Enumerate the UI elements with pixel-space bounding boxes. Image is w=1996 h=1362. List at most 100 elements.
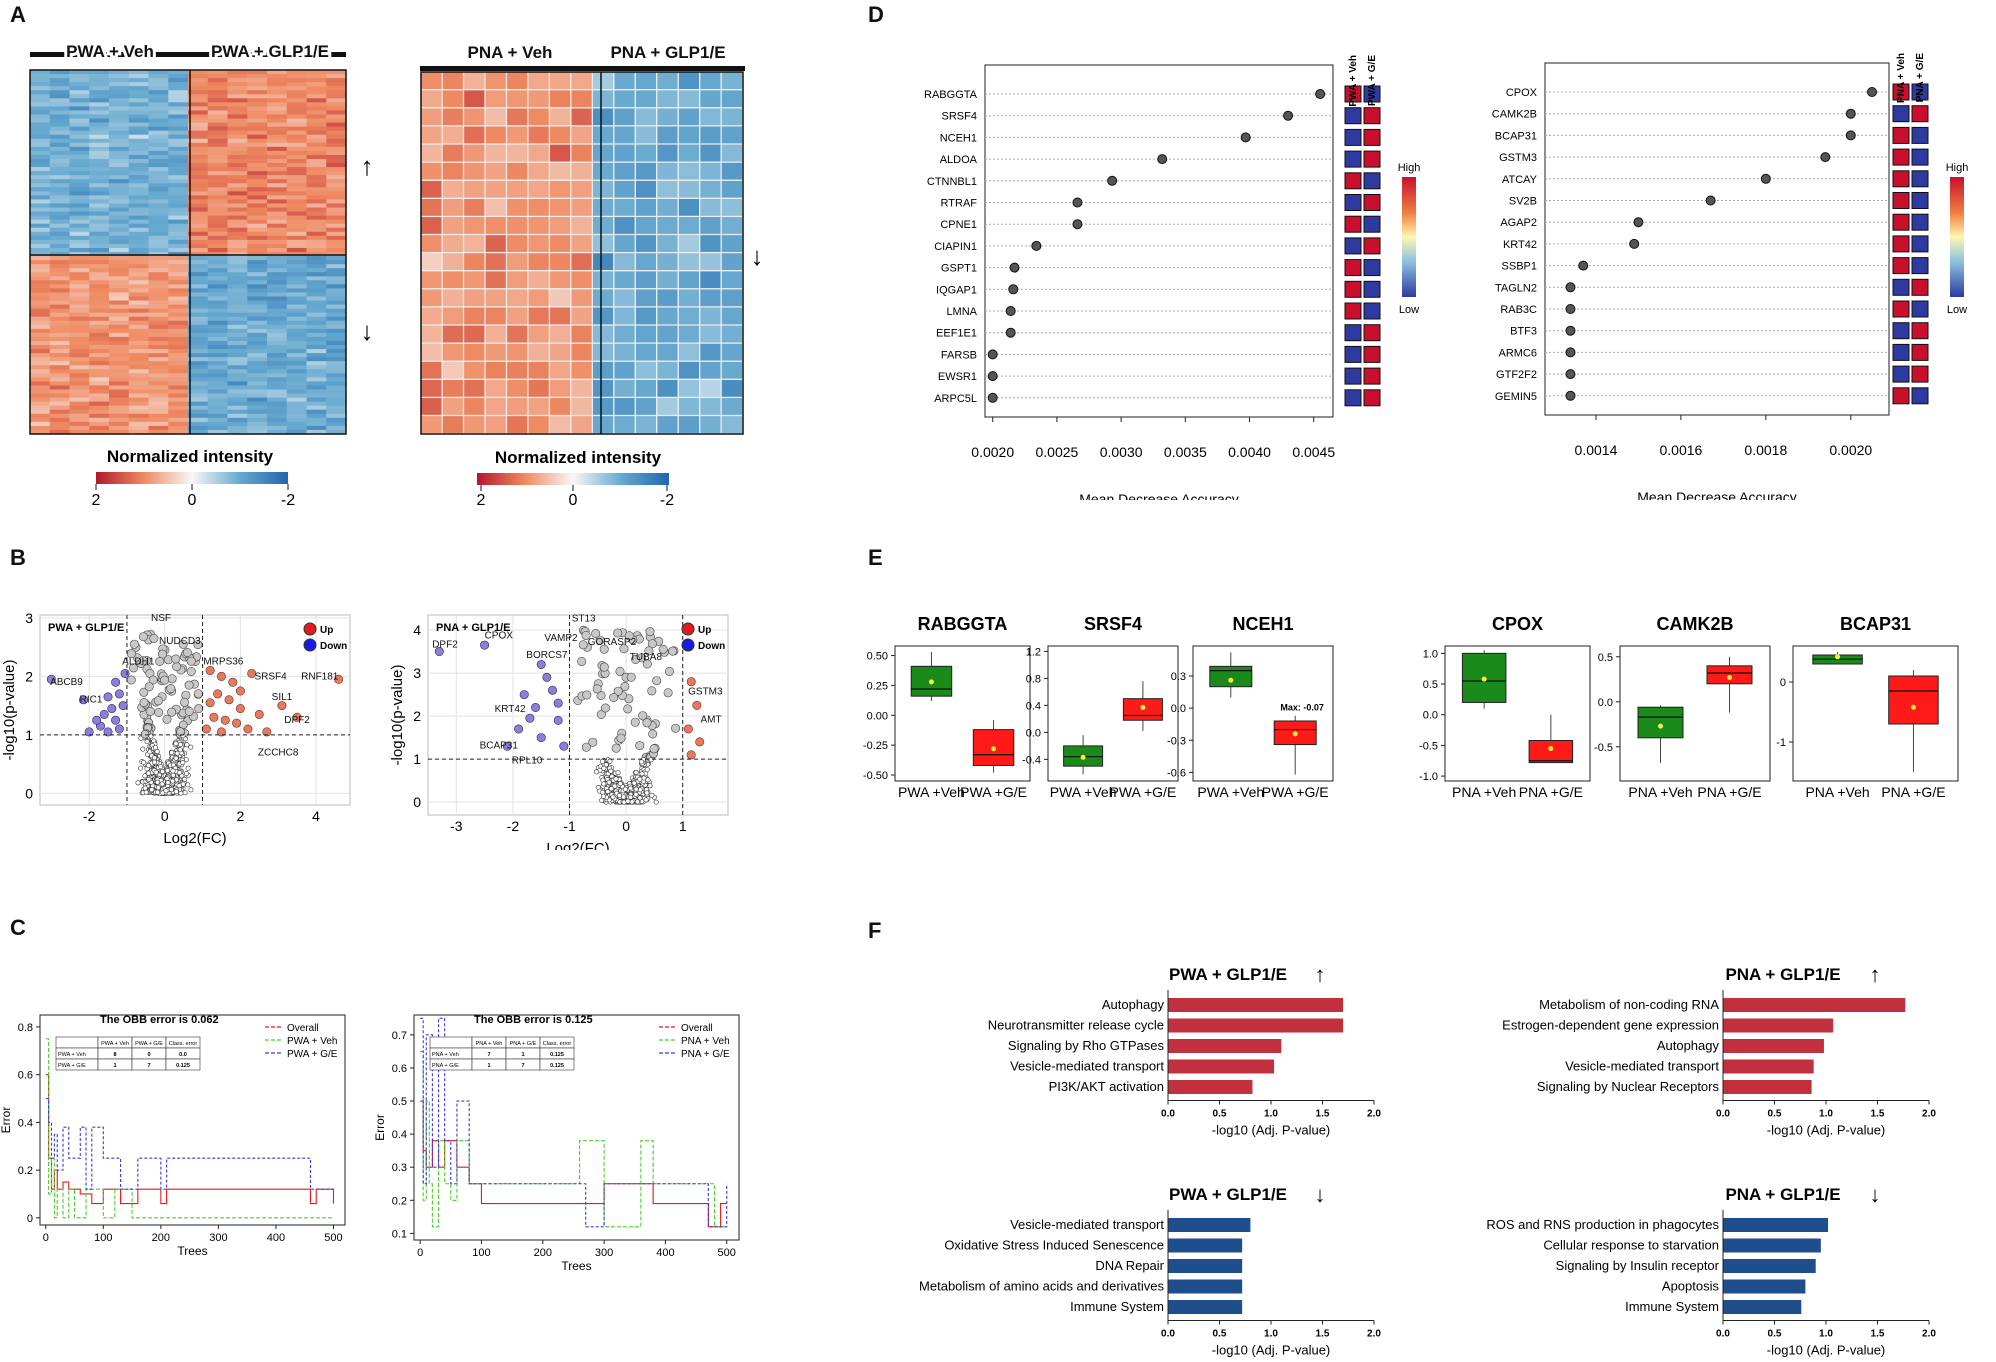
- gene-label: NCEH1: [940, 132, 977, 144]
- heatmap-cell: [678, 198, 700, 217]
- heatmap-cell: [89, 373, 110, 378]
- heatmap-cell: [109, 211, 130, 216]
- expression-tile: [1892, 343, 1910, 361]
- heatmap-cell: [442, 71, 464, 90]
- importance-colorbar: [1950, 177, 1964, 297]
- heatmap-cell: [109, 154, 130, 160]
- heatmap-cell: [227, 345, 248, 350]
- heatmap-cell: [326, 199, 347, 204]
- heatmap-cell: [128, 429, 149, 435]
- heatmap-cell: [678, 415, 700, 434]
- heatmap-left-group1: PWA + Veh: [66, 42, 154, 61]
- gene-label: KRT42: [495, 704, 526, 715]
- importance-point: [1565, 325, 1576, 336]
- heatmap-cell: [109, 425, 130, 431]
- data-point: [599, 644, 609, 654]
- y-tick-label: -1: [1776, 737, 1786, 749]
- expression-tile: [1363, 107, 1381, 125]
- box: [910, 665, 953, 697]
- heatmap-cell: [247, 207, 268, 212]
- heatmap-cell: [699, 325, 721, 343]
- heatmap-cell: [109, 353, 130, 358]
- heatmap-cell: [168, 150, 189, 156]
- data-point: [609, 693, 619, 703]
- heatmap-cell: [109, 296, 130, 301]
- heatmap-cell: [267, 183, 288, 188]
- data-point: [158, 764, 164, 770]
- heatmap-cell: [306, 296, 327, 301]
- heatmap-cell: [89, 154, 110, 160]
- heatmap-cell: [267, 312, 288, 318]
- heatmap-cell: [69, 381, 90, 386]
- heatmap-cell: [207, 203, 228, 208]
- data-point: [645, 777, 651, 783]
- heatmap-cell: [188, 158, 209, 164]
- heatmap-cell: [188, 118, 209, 123]
- heatmap-cell: [306, 179, 327, 184]
- heatmap-cell: [89, 369, 110, 374]
- x-axis-title: -log10 (Adj. P-value): [1212, 1343, 1331, 1358]
- heatmap-cell: [49, 369, 70, 374]
- heatmap-cell: [227, 231, 248, 237]
- heatmap-cell: [247, 369, 268, 374]
- heatmap-cell: [49, 284, 70, 289]
- heatmap-cell: [148, 280, 169, 285]
- importance-plot-pna: CPOXCAMK2BBCAP31GSTM3ATCAYSV2BAGAP2KRT42…: [1492, 53, 1969, 500]
- heatmap-cell: [635, 288, 657, 307]
- heatmap-cell: [227, 340, 248, 346]
- heatmap-cell: [247, 288, 268, 293]
- heatmap-cell: [30, 316, 51, 322]
- heatmap-cell: [109, 300, 130, 305]
- heatmap-cell: [420, 343, 442, 362]
- heatmap-cell: [168, 357, 189, 362]
- importance-point: [1565, 347, 1576, 358]
- heatmap-cell: [306, 154, 327, 160]
- heatmap-cell: [247, 284, 268, 289]
- heatmap-cell: [306, 256, 327, 261]
- heatmap-cell: [30, 114, 51, 119]
- mean-marker: [1080, 754, 1086, 760]
- heatmap-cell: [188, 296, 209, 301]
- heatmap-cell: [188, 377, 209, 382]
- heatmap-cell: [227, 223, 248, 229]
- heatmap-cell: [267, 284, 288, 289]
- data-point: [620, 681, 630, 691]
- heatmap-cell: [188, 357, 209, 362]
- data-point: [155, 789, 161, 795]
- heatmap-cell: [306, 429, 327, 435]
- heatmap-cell: [49, 130, 70, 136]
- heatmap-cell: [168, 207, 189, 212]
- heatmap-cell: [89, 332, 110, 338]
- heatmap-cell: [227, 389, 248, 394]
- heatmap-cell: [326, 86, 347, 91]
- heatmap-cell: [656, 288, 679, 307]
- heatmap-cell: [148, 409, 169, 415]
- heatmap-cell: [148, 90, 169, 95]
- gene-label: TAGLN2: [1495, 282, 1537, 294]
- heatmap-cell: [506, 252, 528, 271]
- heatmap-cell: [247, 167, 268, 172]
- heatmap-cell: [506, 144, 528, 162]
- heatmap-cell: [326, 349, 347, 354]
- heatmap-cell: [247, 118, 268, 123]
- gene-label: GSPT1: [941, 263, 977, 275]
- heatmap-cell: [635, 144, 657, 162]
- heatmap-cell: [128, 158, 149, 164]
- heatmap-cell: [326, 98, 347, 103]
- heatmap-cell: [128, 320, 149, 326]
- heatmap-cell: [326, 215, 347, 221]
- heatmap-cell: [306, 413, 327, 419]
- heatmap-cell: [69, 195, 90, 200]
- data-point: [184, 771, 190, 777]
- gene-label: DPF2: [432, 639, 458, 650]
- heatmap-cell: [69, 308, 90, 314]
- heatmap-cell: [549, 379, 571, 398]
- up-point: [292, 712, 302, 722]
- heatmap-cell: [89, 252, 110, 257]
- pathway-label: Immune System: [1625, 1299, 1719, 1314]
- heatmap-cell: [128, 336, 149, 342]
- heatmap-cell: [188, 227, 209, 233]
- heatmap-cell: [30, 328, 51, 334]
- heatmap-cell: [49, 158, 70, 164]
- heatmap-cell: [267, 82, 288, 87]
